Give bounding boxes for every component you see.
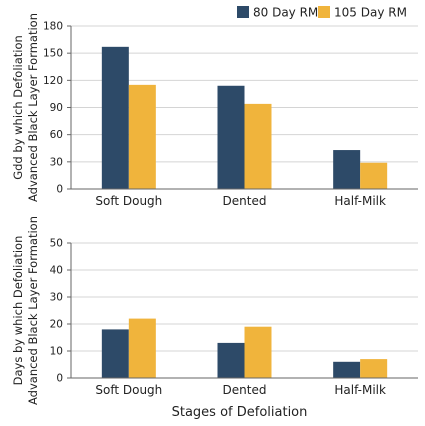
- y-tick-label: 40: [50, 265, 63, 277]
- bar-series1: [333, 150, 361, 189]
- bar-series1: [101, 329, 129, 378]
- y-tick-label: 30: [50, 292, 63, 304]
- bar-series1: [101, 46, 129, 190]
- bar-series2: [128, 84, 156, 189]
- legend-swatch: [237, 6, 249, 18]
- y-tick-label: 20: [50, 319, 63, 331]
- panel-2: 0 10 20 30 40 50 Soft Dough Dented Half-Milk Days…: [11, 216, 418, 420]
- category-label: Half-Milk: [334, 194, 386, 208]
- bar-series2: [360, 162, 388, 189]
- y-tick-label: 60: [50, 129, 63, 141]
- y-axis-label: Advanced Black Layer Formation: [26, 216, 40, 405]
- y-axis-label: Gdd by which Defoliation: [11, 35, 25, 180]
- x-axis-label: Stages of Defoliation: [172, 405, 308, 420]
- y-tick-label: 0: [56, 373, 63, 385]
- legend-label: 80 Day RM: [253, 6, 318, 20]
- y-tick-label: 150: [43, 48, 63, 60]
- y-tick-label: 180: [43, 21, 63, 33]
- bar-series1: [217, 342, 245, 378]
- category-label: Dented: [223, 194, 267, 208]
- bar-series2: [244, 103, 272, 189]
- y-tick-label: 0: [56, 184, 63, 196]
- bar-series2: [128, 318, 156, 378]
- category-label: Soft Dough: [95, 383, 162, 397]
- y-axis-label: Advanced Black Layer Formation: [26, 13, 40, 202]
- legend-label: 105 Day RM: [334, 6, 407, 20]
- legend: 80 Day RM 105 Day RM: [237, 6, 407, 20]
- bar-series2: [360, 359, 388, 378]
- y-tick-label: 120: [43, 75, 63, 87]
- panel-1: 0 30 60 90 120 150 180 Soft Dough Dented Half-Mil…: [11, 13, 418, 208]
- y-axis-label: Days by which Defoliation: [11, 236, 25, 386]
- category-label: Dented: [223, 383, 267, 397]
- category-label: Soft Dough: [95, 194, 162, 208]
- bar-series2: [244, 326, 272, 378]
- y-tick-label: 10: [50, 346, 63, 358]
- y-tick-label: 90: [50, 102, 63, 114]
- bar-series1: [333, 361, 361, 378]
- y-tick-label: 50: [50, 238, 63, 250]
- legend-swatch: [318, 6, 330, 18]
- bar-series1: [217, 85, 245, 189]
- y-tick-label: 30: [50, 156, 63, 168]
- category-label: Half-Milk: [334, 383, 386, 397]
